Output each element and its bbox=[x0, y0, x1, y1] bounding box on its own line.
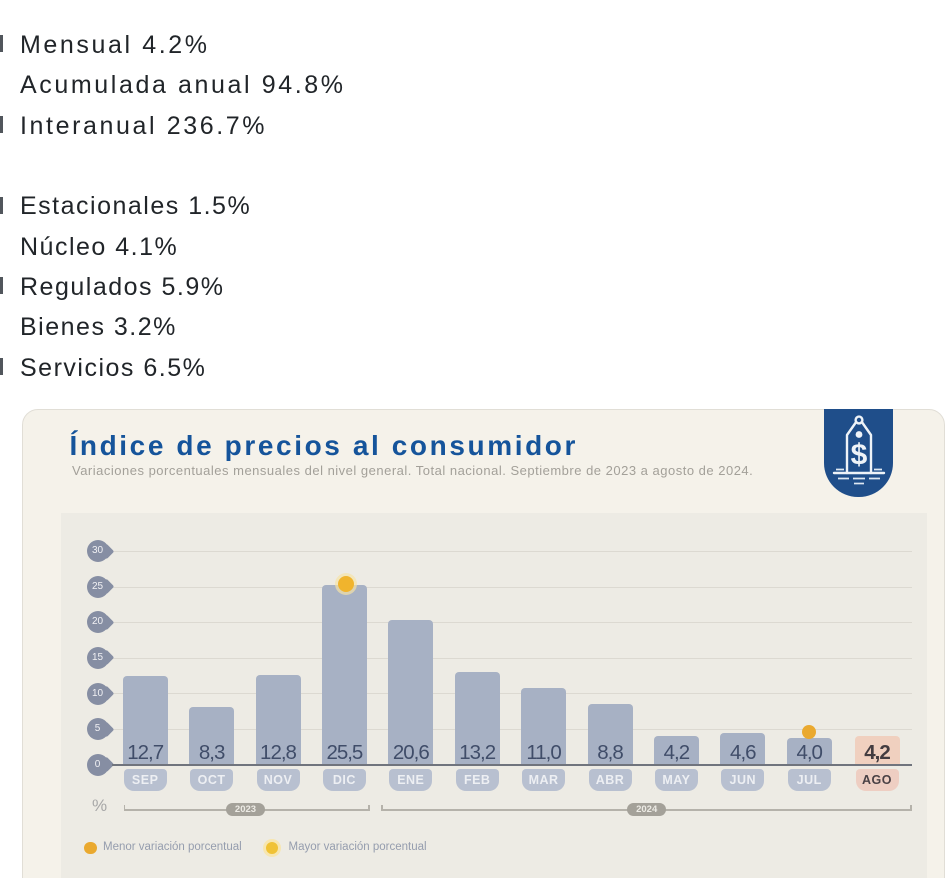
svg-text:$: $ bbox=[851, 438, 868, 471]
